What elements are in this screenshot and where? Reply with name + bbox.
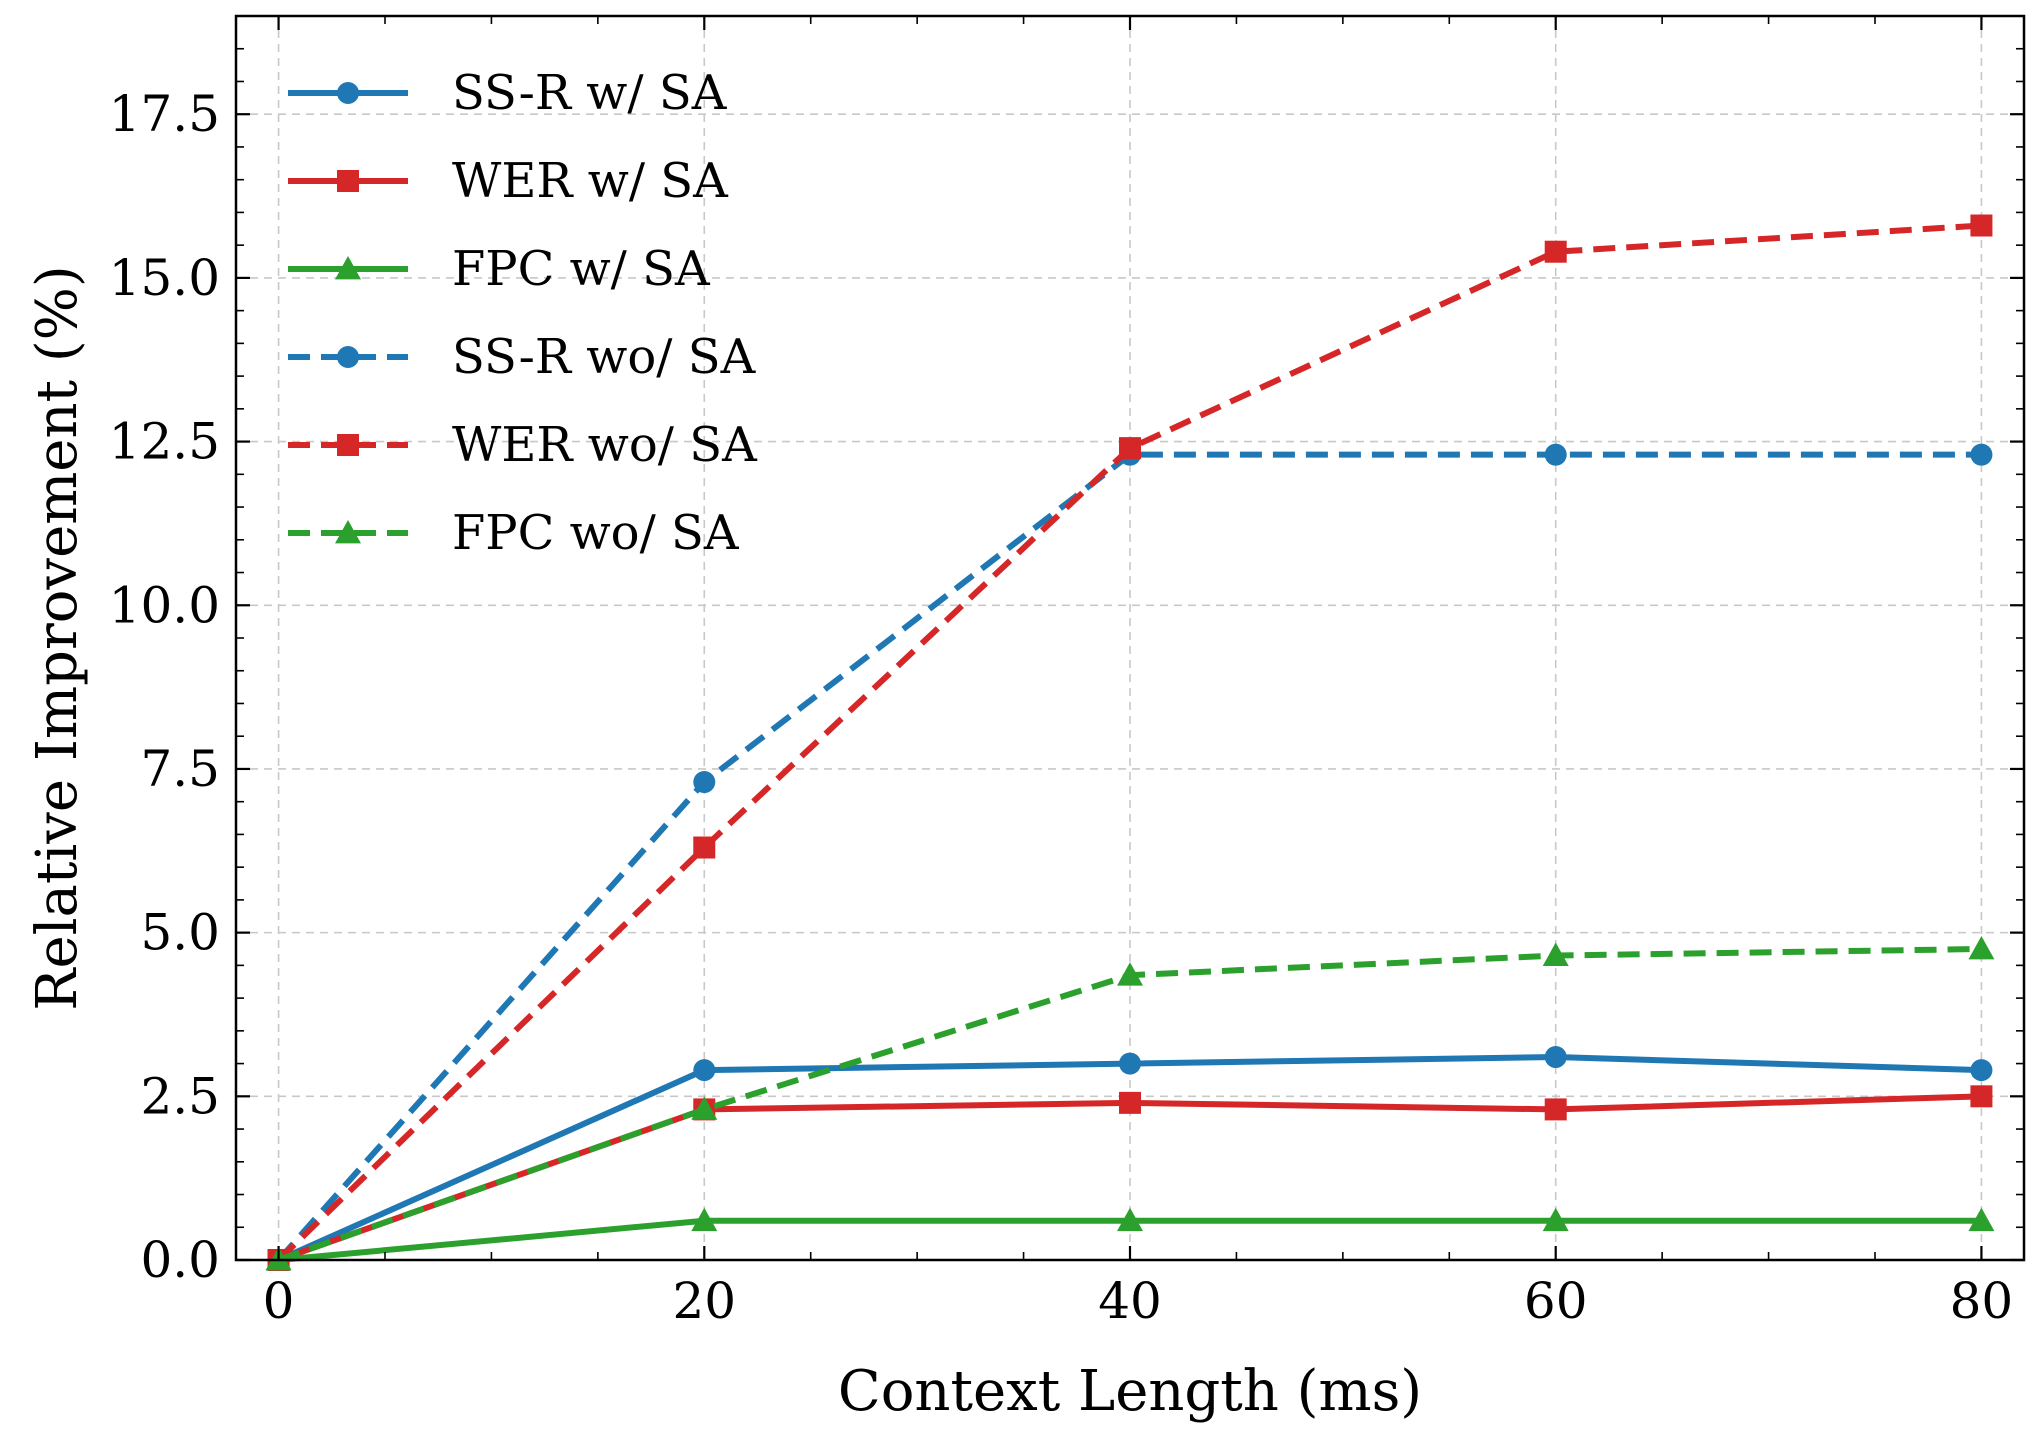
y-tick-label: 17.5 [109, 85, 220, 143]
data-point [1117, 1207, 1143, 1232]
legend-marker [335, 256, 361, 280]
legend-item: SS-R w/ SA [288, 65, 728, 121]
data-point [1968, 1207, 1995, 1232]
legend-label: SS-R w/ SA [452, 65, 728, 121]
legend-item: WER wo/ SA [288, 417, 758, 473]
data-point [691, 1207, 718, 1232]
y-tick-label: 5.0 [140, 904, 220, 962]
y-tick-label: 15.0 [109, 249, 220, 307]
data-point [1119, 1091, 1141, 1114]
legend-item: FPC w/ SA [288, 241, 711, 297]
y-tick-label: 10.0 [109, 576, 220, 634]
data-point [1968, 936, 1995, 960]
data-point [1544, 1098, 1567, 1121]
y-tick-label: 2.5 [140, 1067, 220, 1125]
data-point [1117, 962, 1143, 986]
data-point [1544, 443, 1567, 466]
x-tick-label: 40 [1098, 1272, 1162, 1330]
legend-label: FPC w/ SA [452, 241, 711, 297]
y-tick-label: 7.5 [140, 740, 220, 798]
data-point [1970, 1059, 1993, 1082]
legend-label: WER w/ SA [452, 153, 729, 209]
legend-marker [335, 520, 361, 544]
legend-label: SS-R wo/ SA [452, 329, 757, 385]
legend-marker [337, 346, 359, 368]
data-point [691, 1096, 718, 1120]
x-tick-label: 20 [672, 1272, 736, 1330]
y-tick-label: 12.5 [109, 413, 220, 471]
y-axis-title: Relative Improvement (%) [25, 265, 90, 1010]
x-tick-label: 60 [1524, 1272, 1588, 1330]
data-point [1970, 443, 1993, 466]
grid [236, 16, 2024, 1260]
legend-label: FPC wo/ SA [452, 505, 740, 561]
data-point [1544, 1046, 1567, 1069]
data-point [1544, 240, 1567, 263]
legend-item: WER w/ SA [288, 153, 729, 209]
data-point [693, 771, 716, 794]
legend-marker [337, 82, 359, 104]
legend-marker [337, 170, 359, 192]
data-point [1542, 942, 1569, 966]
series-layer [265, 214, 1995, 1271]
data-point [1119, 1052, 1141, 1075]
legend-marker [337, 434, 359, 456]
data-point [1119, 437, 1141, 460]
legend-label: WER wo/ SA [452, 417, 758, 473]
legend: SS-R w/ SA WER w/ SA FPC w/ SA SS-R wo/ SA W… [288, 65, 758, 561]
legend-item: SS-R wo/ SA [288, 329, 757, 385]
y-tick-label: 0.0 [140, 1231, 220, 1289]
series-5 [265, 936, 1995, 1271]
series-4 [267, 214, 1993, 1271]
data-point [693, 1059, 716, 1082]
legend-item: FPC wo/ SA [288, 505, 740, 561]
x-axis-title: Context Length (ms) [838, 1359, 1422, 1424]
x-tick-label: 0 [263, 1272, 295, 1330]
data-point [1970, 214, 1993, 237]
x-tick-label: 80 [1950, 1272, 2014, 1330]
series-2 [265, 1207, 1995, 1271]
data-point [1542, 1207, 1569, 1232]
axes: 0 20 40 60 80 0.0 2.5 5.0 7.5 10.0 12.5 15.0 17.5 [109, 14, 2026, 1330]
data-point [1970, 1085, 1993, 1108]
data-point [693, 836, 716, 859]
